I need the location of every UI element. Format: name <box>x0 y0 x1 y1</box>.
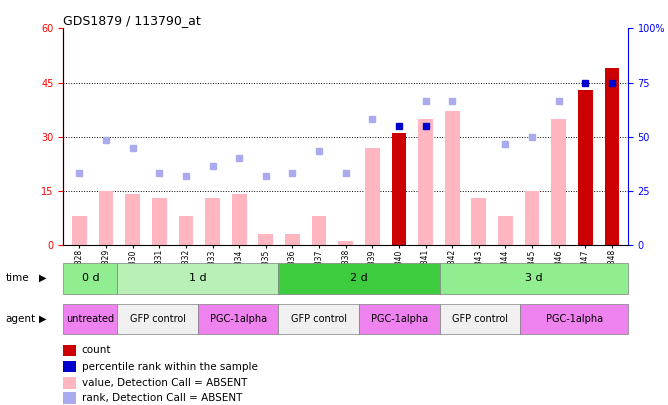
Bar <box>117 263 279 294</box>
Bar <box>418 119 433 245</box>
Bar <box>445 111 460 245</box>
Text: ▶: ▶ <box>39 273 46 283</box>
Text: percentile rank within the sample: percentile rank within the sample <box>81 362 257 372</box>
Bar <box>551 119 566 245</box>
Bar <box>232 194 246 245</box>
Bar <box>365 147 379 245</box>
Bar <box>117 304 198 334</box>
Text: GDS1879 / 113790_at: GDS1879 / 113790_at <box>63 14 201 27</box>
Bar <box>312 216 327 245</box>
Bar <box>99 191 114 245</box>
Bar <box>279 304 359 334</box>
Bar <box>63 392 76 404</box>
Text: count: count <box>81 345 111 355</box>
Bar <box>391 133 406 245</box>
Bar <box>63 304 117 334</box>
Text: untreated: untreated <box>66 314 114 324</box>
Bar <box>498 216 513 245</box>
Bar <box>472 198 486 245</box>
Bar <box>63 377 76 389</box>
Text: 0 d: 0 d <box>81 273 99 283</box>
Bar <box>525 191 539 245</box>
Text: GFP control: GFP control <box>291 314 347 324</box>
Bar <box>339 241 353 245</box>
Text: 3 d: 3 d <box>525 273 542 283</box>
Bar <box>126 194 140 245</box>
Bar <box>440 263 628 294</box>
Text: GFP control: GFP control <box>452 314 508 324</box>
Bar <box>520 304 628 334</box>
Text: 2 d: 2 d <box>350 273 368 283</box>
Text: rank, Detection Call = ABSENT: rank, Detection Call = ABSENT <box>81 393 242 403</box>
Text: agent: agent <box>5 314 35 324</box>
Text: 1 d: 1 d <box>189 273 206 283</box>
Bar <box>178 216 193 245</box>
Bar <box>578 90 593 245</box>
Text: PGC-1alpha: PGC-1alpha <box>210 314 267 324</box>
Text: ▶: ▶ <box>39 314 46 324</box>
Bar <box>279 263 440 294</box>
Bar <box>440 304 520 334</box>
Text: PGC-1alpha: PGC-1alpha <box>546 314 603 324</box>
Bar <box>72 216 87 245</box>
Text: value, Detection Call = ABSENT: value, Detection Call = ABSENT <box>81 378 247 388</box>
Text: PGC-1alpha: PGC-1alpha <box>371 314 428 324</box>
Text: GFP control: GFP control <box>130 314 186 324</box>
Bar <box>605 68 619 245</box>
Bar <box>198 304 279 334</box>
Bar <box>285 234 300 245</box>
Bar <box>152 198 166 245</box>
Bar <box>259 234 273 245</box>
Bar <box>63 361 76 372</box>
Bar <box>63 345 76 356</box>
Bar <box>63 263 117 294</box>
Bar <box>205 198 220 245</box>
Bar <box>359 304 440 334</box>
Text: time: time <box>5 273 29 283</box>
